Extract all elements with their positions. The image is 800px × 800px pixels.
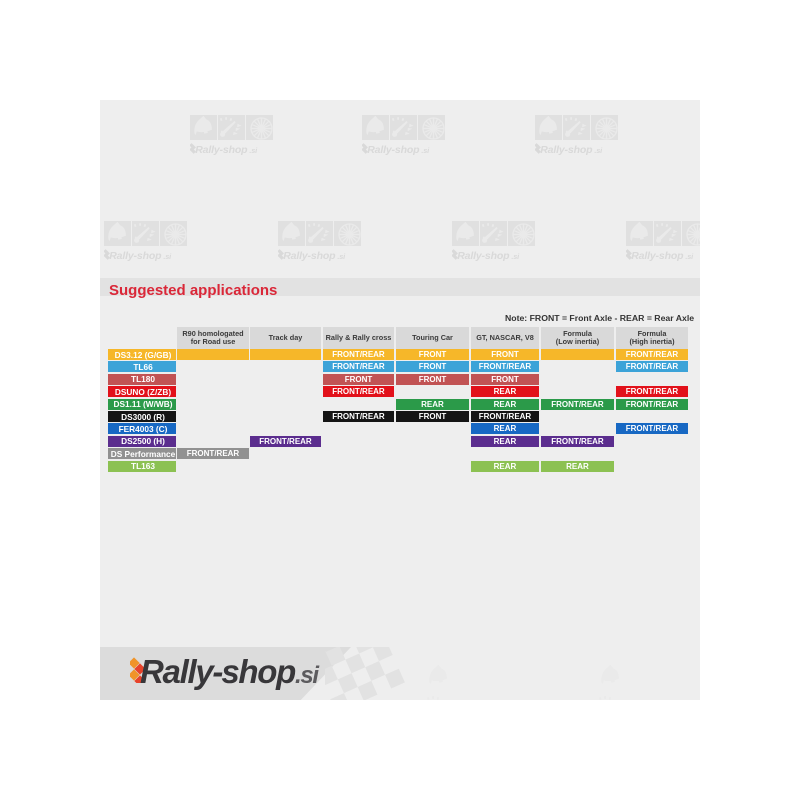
svg-text:Rally-shop: Rally-shop xyxy=(367,144,420,156)
svg-text:.si: .si xyxy=(421,146,430,155)
svg-text:.si: .si xyxy=(685,252,694,261)
svg-text:Rally-shop: Rally-shop xyxy=(631,250,684,262)
svg-text:Rally-shop: Rally-shop xyxy=(457,250,510,262)
svg-text:Rally-shop: Rally-shop xyxy=(195,144,248,156)
svg-text:Rally-shop: Rally-shop xyxy=(540,144,593,156)
svg-text:.si: .si xyxy=(594,146,603,155)
svg-text:Rally-shop: Rally-shop xyxy=(109,250,162,262)
svg-text:.si: .si xyxy=(249,146,258,155)
svg-text:Rally-shop: Rally-shop xyxy=(283,250,336,262)
svg-text:.si: .si xyxy=(511,252,520,261)
svg-text:.si: .si xyxy=(337,252,346,261)
svg-text:.si: .si xyxy=(163,252,172,261)
